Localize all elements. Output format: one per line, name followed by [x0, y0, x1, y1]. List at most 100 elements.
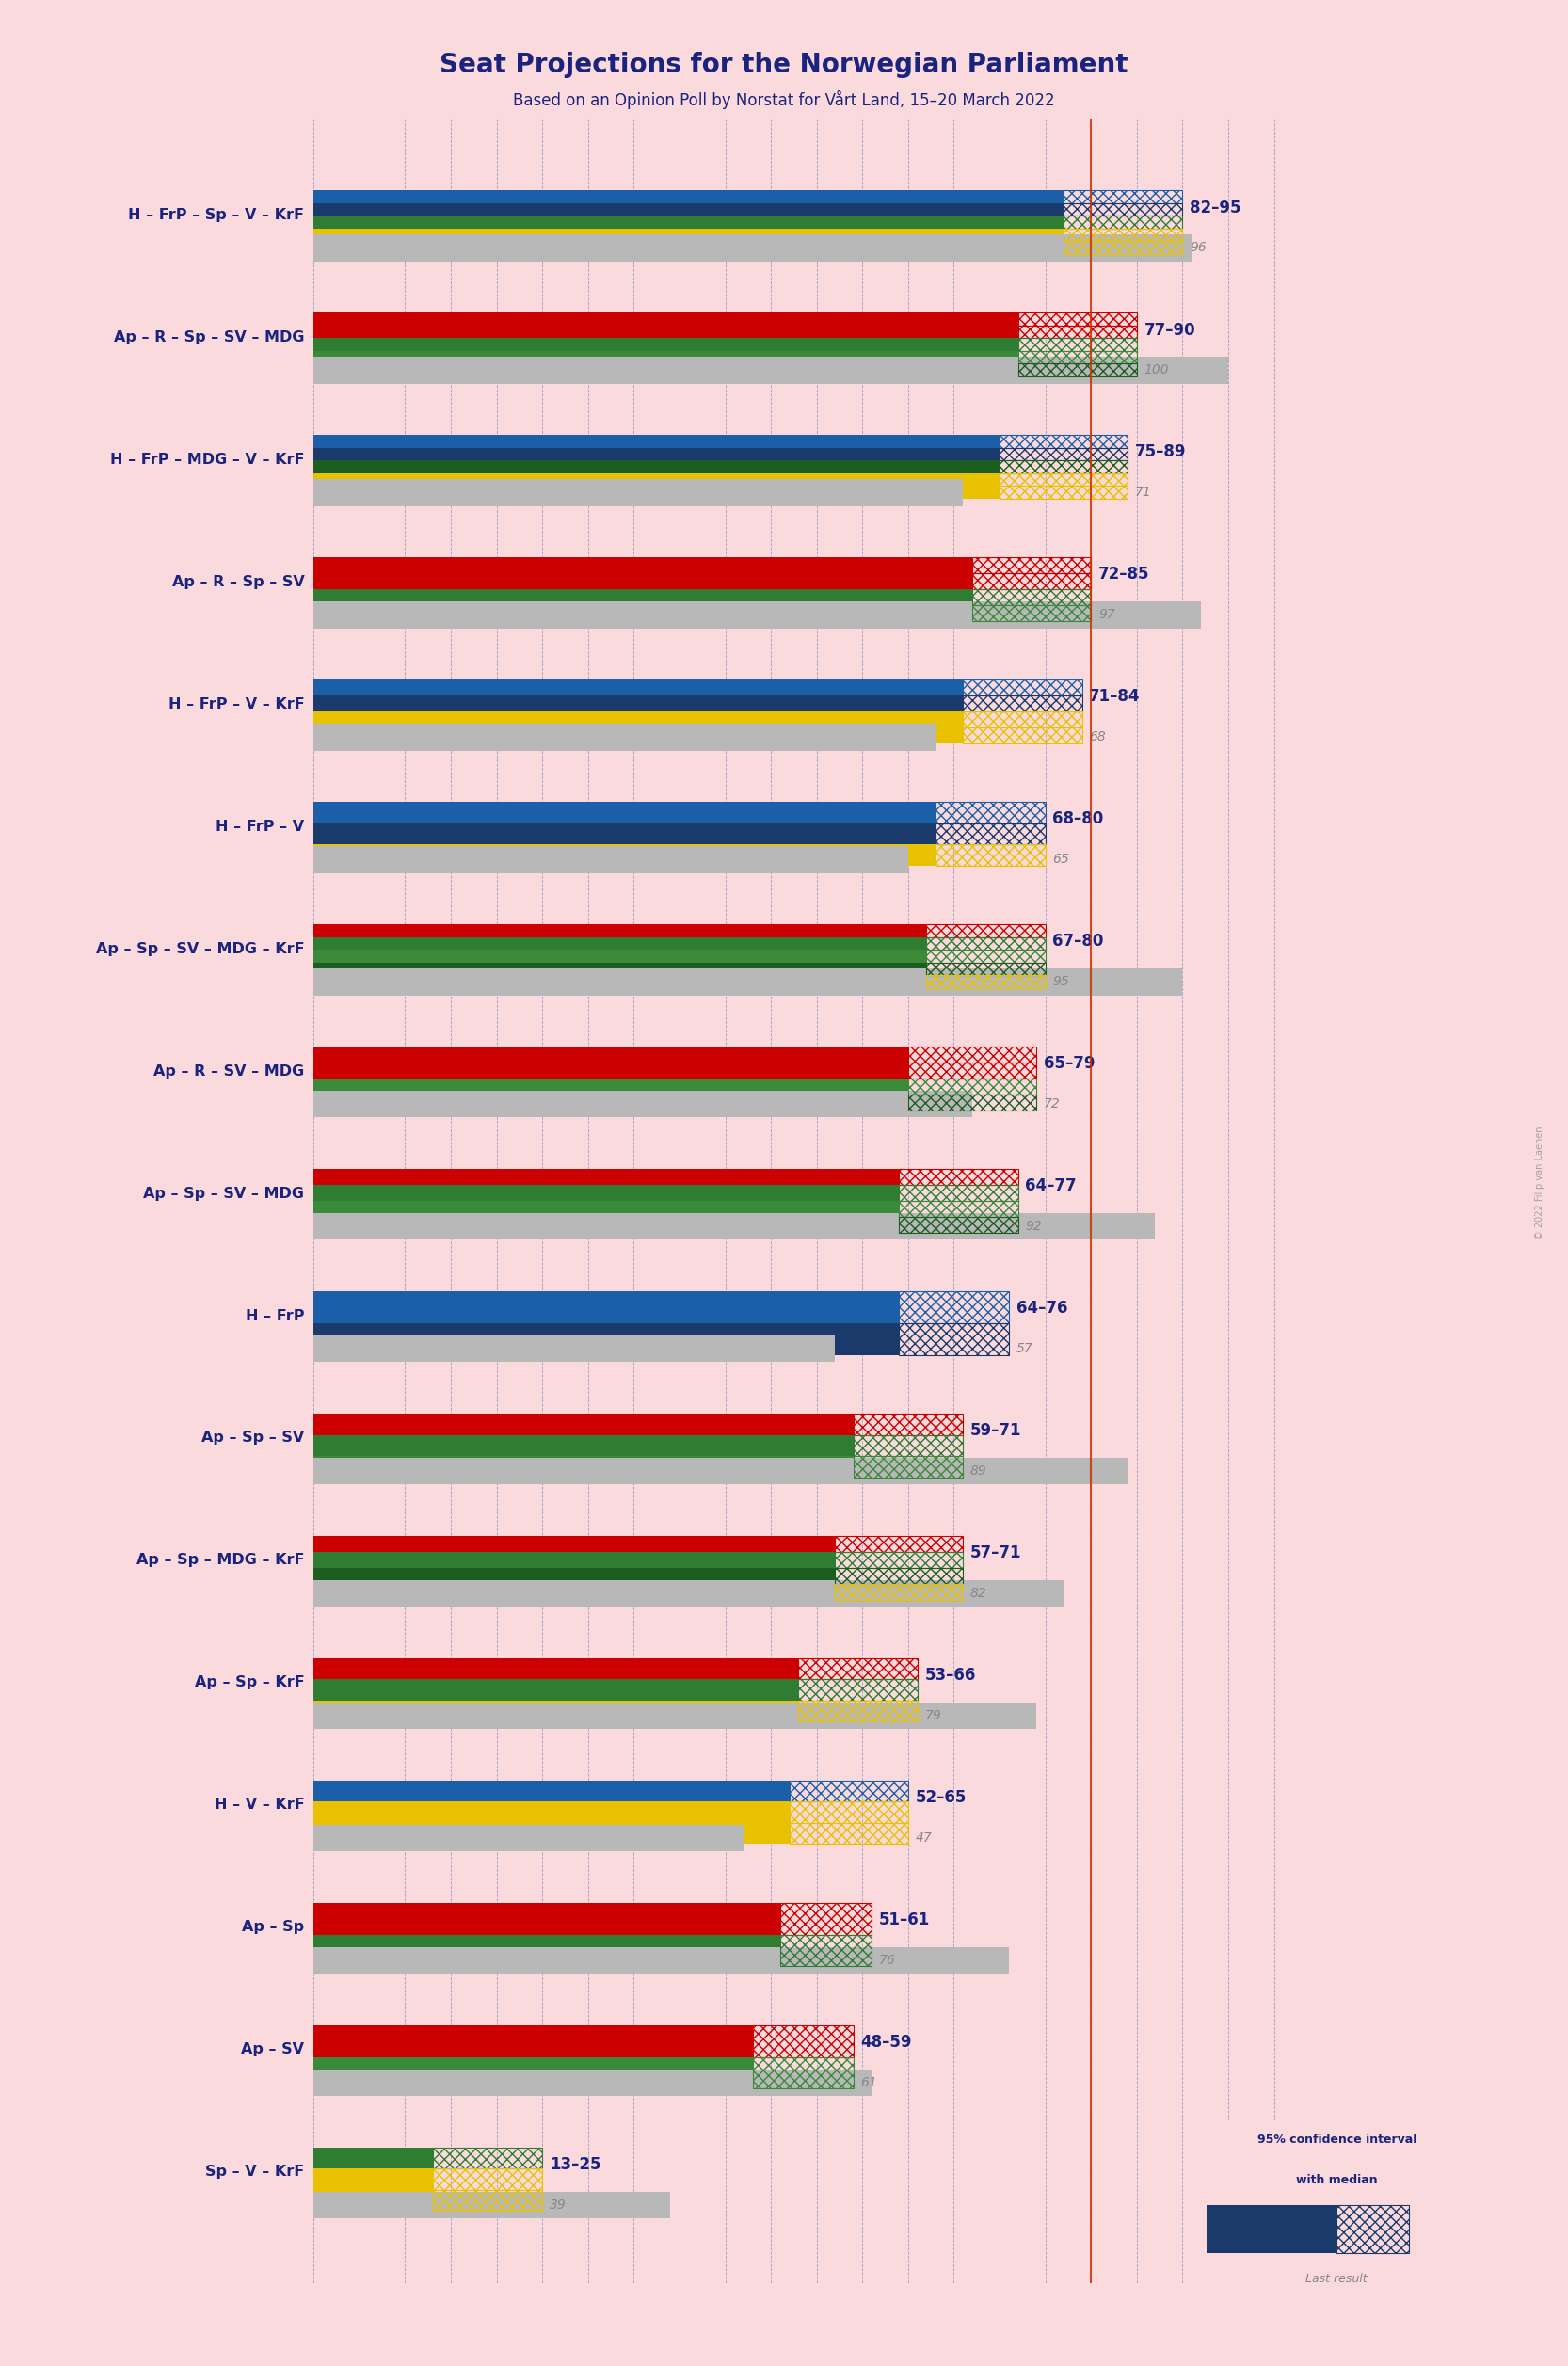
- Bar: [314, 364, 1018, 376]
- Bar: [798, 1659, 917, 1680]
- Bar: [1018, 350, 1137, 364]
- Bar: [314, 1202, 898, 1216]
- Bar: [798, 1680, 917, 1701]
- Bar: [314, 241, 1063, 253]
- Bar: [314, 357, 1228, 383]
- Text: Ap – Sp: Ap – Sp: [241, 1921, 304, 1935]
- Bar: [314, 1701, 1036, 1730]
- Text: Ap – Sp – SV – MDG – KrF: Ap – Sp – SV – MDG – KrF: [96, 942, 304, 956]
- Bar: [314, 1935, 781, 1966]
- Text: 59–71: 59–71: [971, 1422, 1022, 1439]
- Bar: [1063, 230, 1182, 241]
- Text: 68: 68: [1090, 731, 1105, 743]
- Bar: [1063, 203, 1182, 215]
- Bar: [314, 606, 972, 620]
- Bar: [314, 847, 908, 873]
- Text: H – FrP: H – FrP: [246, 1308, 304, 1323]
- Bar: [314, 230, 1063, 241]
- Bar: [314, 327, 1018, 338]
- Bar: [1336, 2205, 1410, 2252]
- Bar: [927, 975, 1046, 989]
- Text: Ap – SV: Ap – SV: [241, 2042, 304, 2056]
- Text: H – FrP – Sp – V – KrF: H – FrP – Sp – V – KrF: [129, 208, 304, 222]
- Bar: [433, 2191, 543, 2210]
- Bar: [314, 485, 1000, 499]
- Bar: [314, 696, 963, 712]
- Bar: [1018, 364, 1137, 376]
- Bar: [314, 1583, 834, 1599]
- Bar: [314, 925, 927, 937]
- Bar: [834, 1552, 963, 1569]
- Bar: [789, 1822, 908, 1843]
- Bar: [314, 963, 927, 975]
- Bar: [314, 2191, 433, 2210]
- Text: 13–25: 13–25: [549, 2155, 601, 2172]
- Text: 65–79: 65–79: [1044, 1055, 1094, 1072]
- Bar: [936, 802, 1046, 823]
- Text: 67–80: 67–80: [1052, 932, 1104, 949]
- Bar: [1206, 2205, 1336, 2252]
- Text: 82: 82: [971, 1588, 986, 1599]
- Text: 79: 79: [925, 1708, 941, 1722]
- Bar: [314, 1091, 972, 1117]
- Bar: [314, 461, 1000, 473]
- Bar: [314, 949, 927, 963]
- Bar: [314, 203, 1063, 215]
- Bar: [908, 1062, 1036, 1079]
- Bar: [314, 1947, 1008, 1973]
- Bar: [314, 1824, 743, 1853]
- Bar: [798, 1701, 917, 1722]
- Bar: [314, 1902, 781, 1935]
- Bar: [314, 1455, 853, 1476]
- Text: 75–89: 75–89: [1135, 445, 1187, 461]
- Bar: [314, 473, 1000, 485]
- Bar: [908, 1095, 1036, 1110]
- Bar: [898, 1216, 1018, 1233]
- Text: 65: 65: [1052, 852, 1069, 866]
- Bar: [1063, 215, 1182, 230]
- Bar: [898, 1185, 1018, 1202]
- Text: Seat Projections for the Norwegian Parliament: Seat Projections for the Norwegian Parli…: [439, 52, 1129, 78]
- Text: H – FrP – MDG – V – KrF: H – FrP – MDG – V – KrF: [110, 452, 304, 466]
- Bar: [853, 1455, 963, 1476]
- Text: 64–76: 64–76: [1016, 1299, 1068, 1318]
- Bar: [314, 435, 1000, 447]
- Bar: [314, 478, 963, 506]
- Bar: [314, 1680, 798, 1701]
- Bar: [314, 726, 963, 743]
- Bar: [314, 189, 1063, 203]
- Text: 61: 61: [861, 2075, 877, 2089]
- Bar: [314, 601, 1201, 629]
- Bar: [314, 558, 972, 573]
- Bar: [314, 1292, 898, 1323]
- Bar: [314, 724, 936, 750]
- Bar: [1000, 435, 1127, 447]
- Text: Last result: Last result: [1306, 2274, 1367, 2286]
- Bar: [853, 1434, 963, 1455]
- Bar: [972, 573, 1091, 589]
- Bar: [789, 1801, 908, 1822]
- Bar: [314, 1216, 898, 1233]
- Bar: [314, 234, 1192, 260]
- Text: 72: 72: [1044, 1098, 1060, 1110]
- Bar: [834, 1583, 963, 1599]
- Text: 76: 76: [878, 1954, 895, 1966]
- Text: Sp – V – KrF: Sp – V – KrF: [205, 2165, 304, 2179]
- Bar: [314, 573, 972, 589]
- Bar: [314, 937, 927, 949]
- Bar: [314, 823, 936, 845]
- Bar: [314, 1434, 853, 1455]
- Bar: [314, 1185, 898, 1202]
- Text: 95: 95: [1052, 975, 1069, 989]
- Bar: [1063, 189, 1182, 203]
- Text: 68–80: 68–80: [1052, 812, 1104, 828]
- Text: 48–59: 48–59: [861, 2035, 913, 2051]
- Bar: [898, 1202, 1018, 1216]
- Bar: [314, 1413, 853, 1434]
- Bar: [314, 968, 1182, 996]
- Bar: [753, 2056, 853, 2089]
- Bar: [1000, 447, 1127, 461]
- Text: 47: 47: [916, 1831, 931, 1845]
- Text: with median: with median: [1297, 2174, 1377, 2186]
- Bar: [314, 975, 927, 989]
